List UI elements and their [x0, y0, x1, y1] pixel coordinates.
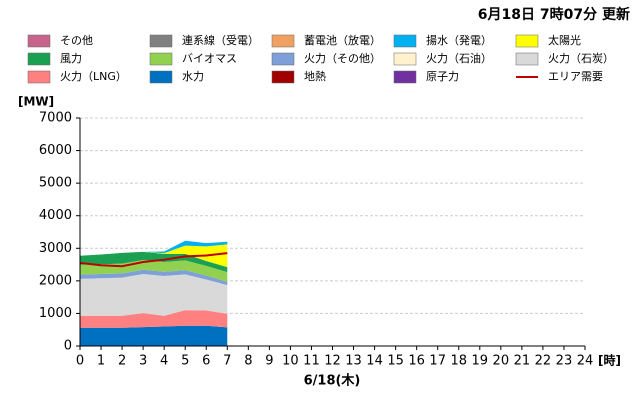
legend-label: 連系線（受電） [182, 33, 259, 47]
x-axis-label: 6/18(木) [304, 373, 361, 389]
x-tick-label: 8 [244, 354, 252, 369]
x-tick-label: 6 [202, 354, 210, 369]
x-tick-label: 22 [535, 354, 552, 369]
x-tick-label: 17 [429, 354, 446, 369]
legend-swatch [149, 70, 173, 84]
area [80, 244, 228, 268]
x-tick-label: 13 [345, 354, 362, 369]
y-axis-label: [MW] [18, 95, 54, 109]
x-tick-label: 10 [282, 354, 299, 369]
area [80, 274, 228, 316]
legend-swatch [271, 34, 295, 48]
x-tick-label: 20 [493, 354, 510, 369]
x-tick-label: 1 [97, 354, 105, 369]
legend-label: 火力（石炭） [548, 52, 614, 65]
x-tick-label: 2 [118, 354, 126, 369]
y-tick-label: 3000 [39, 241, 72, 256]
legend-label: 火力（LNG） [60, 70, 127, 83]
legend-swatch [393, 52, 417, 66]
x-tick-label: 5 [181, 354, 189, 369]
legend-swatch [27, 52, 51, 66]
legend-label: 地熱 [304, 70, 326, 83]
legend-swatch [393, 34, 417, 48]
x-tick-label: 11 [303, 354, 320, 369]
chart-title: 6月18日 7時07分 更新 [478, 6, 630, 23]
x-tick-label: 4 [160, 354, 168, 369]
legend-swatch [149, 52, 173, 66]
y-tick-label: 1000 [39, 306, 72, 321]
legend-label: 火力（石油） [426, 51, 492, 65]
legend-label: エリア需要 [548, 70, 603, 83]
x-axis-unit: [時] [598, 353, 621, 368]
legend-label: その他 [60, 34, 93, 47]
y-tick-label: 5000 [39, 176, 72, 191]
area [80, 269, 228, 286]
legend-swatch [393, 70, 417, 84]
x-tick-label: 3 [139, 354, 147, 369]
y-tick-label: 2000 [39, 273, 72, 288]
x-tick-label: 19 [472, 354, 489, 369]
legend-swatch [515, 52, 539, 66]
legend-label: 原子力 [426, 70, 459, 83]
legend-label: 火力（その他） [304, 52, 381, 65]
legend-label: 太陽光 [548, 33, 581, 47]
legend-swatch [271, 70, 295, 84]
x-tick-label: 14 [366, 354, 383, 369]
x-tick-label: 9 [265, 354, 273, 369]
x-tick-label: 12 [324, 354, 341, 369]
area [80, 310, 228, 328]
area [80, 240, 228, 256]
x-tick-label: 16 [408, 354, 425, 369]
x-tick-label: 15 [387, 354, 404, 369]
legend-swatch [271, 52, 295, 66]
y-tick-label: 6000 [39, 143, 72, 158]
x-tick-label: 24 [577, 354, 594, 369]
x-tick-label: 21 [514, 354, 531, 369]
legend-label: 水力 [182, 70, 204, 83]
legend-swatch [515, 34, 539, 48]
legend-swatch [27, 34, 51, 48]
legend-label: バイオマス [182, 52, 237, 65]
y-tick-label: 0 [64, 339, 72, 354]
legend-label: 揚水（発電） [426, 33, 492, 47]
legend-swatch [149, 34, 173, 48]
x-tick-label: 18 [450, 354, 467, 369]
x-tick-label: 0 [76, 354, 84, 369]
legend-label: 風力 [60, 52, 82, 65]
y-tick-label: 4000 [39, 208, 72, 223]
legend-swatch [27, 70, 51, 84]
x-tick-label: 23 [556, 354, 573, 369]
x-tick-label: 7 [223, 354, 231, 369]
legend-label: 蓄電池（放電） [304, 33, 381, 47]
area [80, 325, 228, 346]
demand-line [79, 252, 228, 268]
y-tick-label: 7000 [39, 111, 72, 126]
